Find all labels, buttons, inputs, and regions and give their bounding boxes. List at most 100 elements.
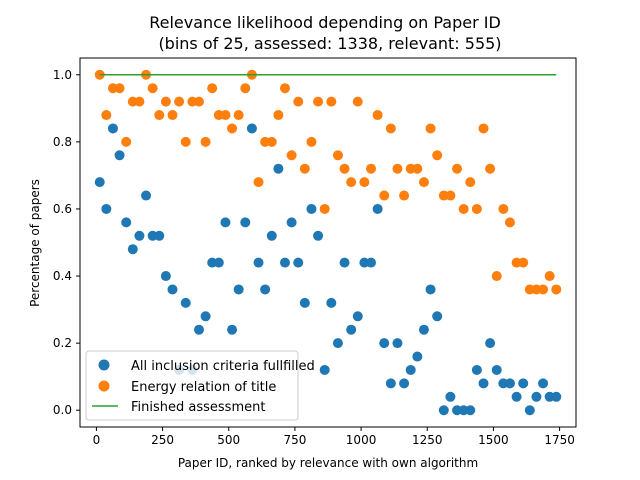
data-point <box>551 284 562 295</box>
y-tick-label: 0.6 <box>53 202 72 216</box>
data-point <box>379 190 390 201</box>
data-point <box>478 123 489 134</box>
data-point <box>160 96 171 107</box>
data-point <box>425 284 436 295</box>
data-point <box>134 96 145 107</box>
data-point <box>220 110 231 121</box>
data-point <box>299 163 310 174</box>
data-point <box>207 83 218 94</box>
data-point <box>465 405 476 416</box>
series-layer <box>94 69 562 416</box>
data-point <box>458 203 469 214</box>
data-point <box>359 177 370 188</box>
data-point <box>418 177 429 188</box>
data-point <box>299 297 310 308</box>
data-point <box>425 123 436 134</box>
data-point <box>313 96 324 107</box>
data-point <box>485 163 496 174</box>
x-tick-label: 1250 <box>412 433 443 447</box>
data-point <box>379 338 390 349</box>
data-point <box>432 150 443 161</box>
data-point <box>293 257 304 268</box>
data-point <box>392 163 403 174</box>
data-point <box>141 190 152 201</box>
series-1 <box>94 69 562 295</box>
x-tick-label: 250 <box>151 433 174 447</box>
data-point <box>193 96 204 107</box>
data-point <box>233 110 244 121</box>
data-point <box>200 136 211 147</box>
data-point <box>352 96 363 107</box>
data-point <box>260 284 271 295</box>
data-point <box>326 96 337 107</box>
y-tick-label: 0.4 <box>53 269 72 283</box>
data-point <box>385 123 396 134</box>
y-axis: 0.0 0.2 0.4 0.6 0.8 1.0 <box>53 68 80 417</box>
data-point <box>213 257 224 268</box>
data-point <box>253 257 264 268</box>
legend: All inclusion criteria fullfilled Energy… <box>85 350 315 421</box>
data-point <box>332 150 343 161</box>
data-point <box>227 123 238 134</box>
legend-label-series-1: Energy relation of title <box>131 380 276 395</box>
data-point <box>346 324 357 335</box>
data-point <box>293 96 304 107</box>
x-axis: 0 250 500 750 1000 1250 1500 1750 <box>93 427 575 447</box>
data-point <box>399 378 410 389</box>
legend-marker-series-0 <box>98 359 110 371</box>
x-tick-label: 750 <box>283 433 306 447</box>
data-point <box>538 284 549 295</box>
data-point <box>498 203 509 214</box>
data-point <box>504 378 515 389</box>
data-point <box>101 110 112 121</box>
series-0 <box>94 123 562 416</box>
data-point <box>246 123 257 134</box>
data-point <box>432 311 443 322</box>
x-tick-label: 1500 <box>478 433 509 447</box>
data-point <box>385 378 396 389</box>
data-point <box>478 378 489 389</box>
data-point <box>319 364 330 375</box>
data-point <box>134 230 145 241</box>
data-point <box>412 163 423 174</box>
data-point <box>266 136 277 147</box>
data-point <box>167 110 178 121</box>
data-point <box>538 378 549 389</box>
data-point <box>286 150 297 161</box>
data-point <box>438 405 449 416</box>
data-point <box>352 311 363 322</box>
data-point <box>452 163 463 174</box>
data-point <box>332 338 343 349</box>
x-tick-label: 500 <box>217 433 240 447</box>
data-point <box>491 364 502 375</box>
y-tick-label: 0.2 <box>53 336 72 350</box>
y-axis-label: Percentage of papers <box>28 179 42 307</box>
data-point <box>372 203 383 214</box>
plot-area <box>79 57 577 428</box>
data-point <box>167 284 178 295</box>
legend-marker-series-1 <box>98 380 110 392</box>
data-point <box>220 217 231 228</box>
data-point <box>485 338 496 349</box>
data-point <box>412 351 423 362</box>
data-point <box>531 391 542 402</box>
data-point <box>339 163 350 174</box>
data-point <box>240 217 251 228</box>
data-point <box>154 230 165 241</box>
chart-subtitle: (bins of 25, assessed: 1338, relevant: 5… <box>158 34 501 53</box>
data-point <box>491 271 502 282</box>
data-point <box>233 284 244 295</box>
data-point <box>319 203 330 214</box>
data-point <box>253 177 264 188</box>
y-tick-label: 0.0 <box>53 403 72 417</box>
data-point <box>445 391 456 402</box>
data-point <box>279 257 290 268</box>
data-point <box>366 163 377 174</box>
y-tick-label: 0.8 <box>53 135 72 149</box>
data-point <box>200 311 211 322</box>
data-point <box>418 324 429 335</box>
x-tick-label: 1000 <box>346 433 377 447</box>
data-point <box>273 110 284 121</box>
y-tick-label: 1.0 <box>53 68 72 82</box>
